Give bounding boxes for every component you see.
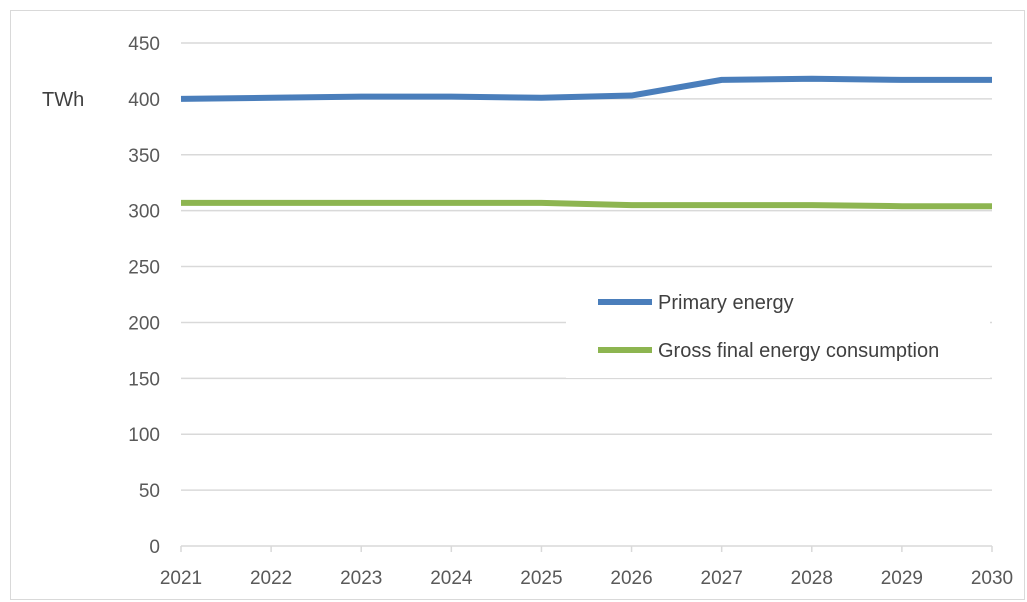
x-tick-label: 2030 [971, 568, 1013, 589]
y-tick-label: 450 [128, 34, 160, 55]
legend: Primary energy Gross final energy consump… [566, 278, 990, 378]
x-axis: 2021 2022 2023 2024 2025 2026 2027 2028 2029 2030 [160, 545, 1013, 589]
series-lines [180, 75, 992, 210]
y-tick-label: 150 [128, 369, 160, 390]
legend-label: Primary energy [658, 292, 794, 314]
y-tick-label: 200 [128, 313, 160, 334]
y-tick-label: 250 [128, 258, 160, 279]
x-tick-label: 2025 [520, 568, 562, 589]
y-axis-unit-label: TWh [42, 89, 84, 111]
y-tick-label: 100 [128, 425, 160, 446]
y-tick-label: 400 [128, 90, 160, 111]
y-tick-label: 0 [149, 537, 160, 558]
x-tick-label: 2021 [160, 568, 202, 589]
x-tick-label: 2024 [430, 568, 473, 589]
y-axis-ticks: 0 50 100 150 200 250 300 350 400 450 [128, 34, 160, 558]
legend-label: Gross final energy consumption [658, 340, 939, 362]
series-line-2 [181, 199, 992, 210]
y-tick-label: 50 [139, 481, 160, 502]
series-line-1 [180, 75, 992, 102]
y-tick-label: 300 [128, 202, 160, 223]
x-tick-label: 2028 [791, 568, 833, 589]
x-tick-label: 2029 [881, 568, 923, 589]
x-tick-label: 2027 [701, 568, 743, 589]
legend-background [566, 278, 990, 378]
gridlines [181, 42, 992, 491]
x-tick-label: 2026 [610, 568, 652, 589]
x-tick-label: 2023 [340, 568, 382, 589]
x-tick-label: 2022 [250, 568, 292, 589]
y-tick-label: 350 [128, 146, 160, 167]
